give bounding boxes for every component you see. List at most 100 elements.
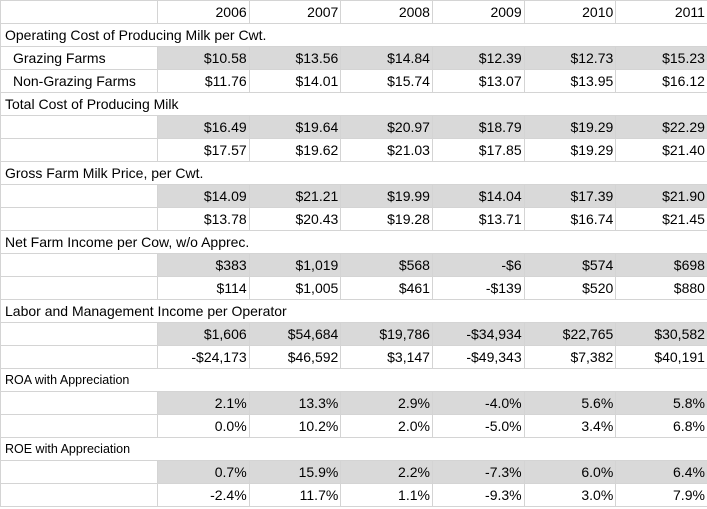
table-cell: 3.0% (523, 483, 617, 507)
table-cell: $1,606 (157, 322, 250, 346)
table-row: 0.7% 15.9% 2.2% -7.3% 6.0% 6.4% (0, 460, 707, 484)
table-cell: $1,019 (248, 253, 342, 277)
table-cell: 1.1% (340, 483, 433, 507)
table-cell: 0.7% (157, 460, 250, 484)
section-title-roe: ROE with Appreciation (0, 437, 707, 461)
table-row: -2.4% 11.7% 1.1% -9.3% 3.0% 7.9% (0, 483, 707, 507)
table-cell: $46,592 (248, 345, 342, 369)
row-label (0, 184, 158, 208)
table-cell: $13.78 (157, 207, 250, 231)
table-cell: $461 (340, 276, 433, 300)
table-cell: $22,765 (523, 322, 617, 346)
table-row: $17.57 $19.62 $21.03 $17.85 $19.29 $21.4… (0, 138, 707, 162)
table-cell: $30,582 (615, 322, 707, 346)
table-cell: $15.74 (340, 69, 433, 93)
table-cell: $574 (523, 253, 617, 277)
table-row: 0.0% 10.2% 2.0% -5.0% 3.4% 6.8% (0, 414, 707, 438)
table-cell: 6.8% (615, 414, 707, 438)
table-cell: $10.58 (157, 46, 250, 70)
section-title-row: ROE with Appreciation (0, 437, 707, 461)
row-label (0, 483, 158, 507)
table-cell: 2.2% (340, 460, 433, 484)
table-cell: $14.04 (431, 184, 525, 208)
table-cell: 15.9% (248, 460, 342, 484)
table-row: $13.78 $20.43 $19.28 $13.71 $16.74 $21.4… (0, 207, 707, 231)
section-title-row: Gross Farm Milk Price, per Cwt. (0, 161, 707, 185)
table-cell: $383 (157, 253, 250, 277)
year-header-2009: 2009 (431, 0, 525, 24)
row-label (0, 138, 158, 162)
table-cell: -7.3% (431, 460, 525, 484)
table-cell: $16.49 (157, 115, 250, 139)
table-cell: $114 (157, 276, 250, 300)
table-cell: $12.39 (431, 46, 525, 70)
table-cell: 13.3% (248, 391, 342, 415)
table-cell: $13.71 (431, 207, 525, 231)
section-title-row: ROA with Appreciation (0, 368, 707, 392)
row-label (0, 253, 158, 277)
table-cell: $698 (615, 253, 707, 277)
row-label: Grazing Farms (0, 46, 158, 70)
table-cell: 11.7% (248, 483, 342, 507)
table-cell: $19.64 (248, 115, 342, 139)
table-cell: $40,191 (615, 345, 707, 369)
table-row: $16.49 $19.64 $20.97 $18.79 $19.29 $22.2… (0, 115, 707, 139)
row-label (0, 115, 158, 139)
row-label (0, 345, 158, 369)
table-cell: $54,684 (248, 322, 342, 346)
table-cell: $3,147 (340, 345, 433, 369)
table-cell: $880 (615, 276, 707, 300)
table-row: Grazing Farms $10.58 $13.56 $14.84 $12.3… (0, 46, 707, 70)
table-cell: 6.0% (523, 460, 617, 484)
table-row: $114 $1,005 $461 -$139 $520 $880 (0, 276, 707, 300)
table-cell: $568 (340, 253, 433, 277)
table-cell: 2.0% (340, 414, 433, 438)
table-cell: -$49,343 (431, 345, 525, 369)
table-cell: $22.29 (615, 115, 707, 139)
table-cell: 10.2% (248, 414, 342, 438)
table-cell: $1,005 (248, 276, 342, 300)
table-cell: -$139 (431, 276, 525, 300)
section-title-row: Operating Cost of Producing Milk per Cwt… (0, 23, 707, 47)
row-label (0, 414, 158, 438)
table-cell: -$34,934 (431, 322, 525, 346)
table-cell: -$6 (431, 253, 525, 277)
section-title-roa: ROA with Appreciation (0, 368, 707, 392)
table-cell: $7,382 (523, 345, 617, 369)
table-cell: $20.97 (340, 115, 433, 139)
row-label (0, 207, 158, 231)
section-title-operating-cost: Operating Cost of Producing Milk per Cwt… (0, 23, 707, 47)
table-cell: 5.8% (615, 391, 707, 415)
table-cell: $17.85 (431, 138, 525, 162)
table-cell: $15.23 (615, 46, 707, 70)
table-cell: -2.4% (157, 483, 250, 507)
table-cell: $520 (523, 276, 617, 300)
header-row: 2006 2007 2008 2009 2010 2011 (0, 0, 707, 24)
table-row: $383 $1,019 $568 -$6 $574 $698 (0, 253, 707, 277)
table-cell: 2.9% (340, 391, 433, 415)
table-cell: $11.76 (157, 69, 250, 93)
table-cell: -$24,173 (157, 345, 250, 369)
table-cell: $21.40 (615, 138, 707, 162)
section-title-row: Net Farm Income per Cow, w/o Apprec. (0, 230, 707, 254)
table-cell: $16.12 (615, 69, 707, 93)
row-label (0, 276, 158, 300)
section-title-row: Total Cost of Producing Milk (0, 92, 707, 116)
table-cell: 7.9% (615, 483, 707, 507)
table-cell: $21.45 (615, 207, 707, 231)
header-corner-cell (0, 0, 158, 24)
section-title-labor-management: Labor and Management Income per Operator (0, 299, 707, 323)
table-row: $14.09 $21.21 $19.99 $14.04 $17.39 $21.9… (0, 184, 707, 208)
section-title-milk-price: Gross Farm Milk Price, per Cwt. (0, 161, 707, 185)
table-cell: 0.0% (157, 414, 250, 438)
table-cell: $14.84 (340, 46, 433, 70)
table-cell: $19.62 (248, 138, 342, 162)
table-cell: $17.57 (157, 138, 250, 162)
table-cell: $21.90 (615, 184, 707, 208)
year-header-2006: 2006 (157, 0, 250, 24)
year-header-2007: 2007 (248, 0, 342, 24)
row-label (0, 322, 158, 346)
year-header-2010: 2010 (523, 0, 617, 24)
table-cell: $16.74 (523, 207, 617, 231)
